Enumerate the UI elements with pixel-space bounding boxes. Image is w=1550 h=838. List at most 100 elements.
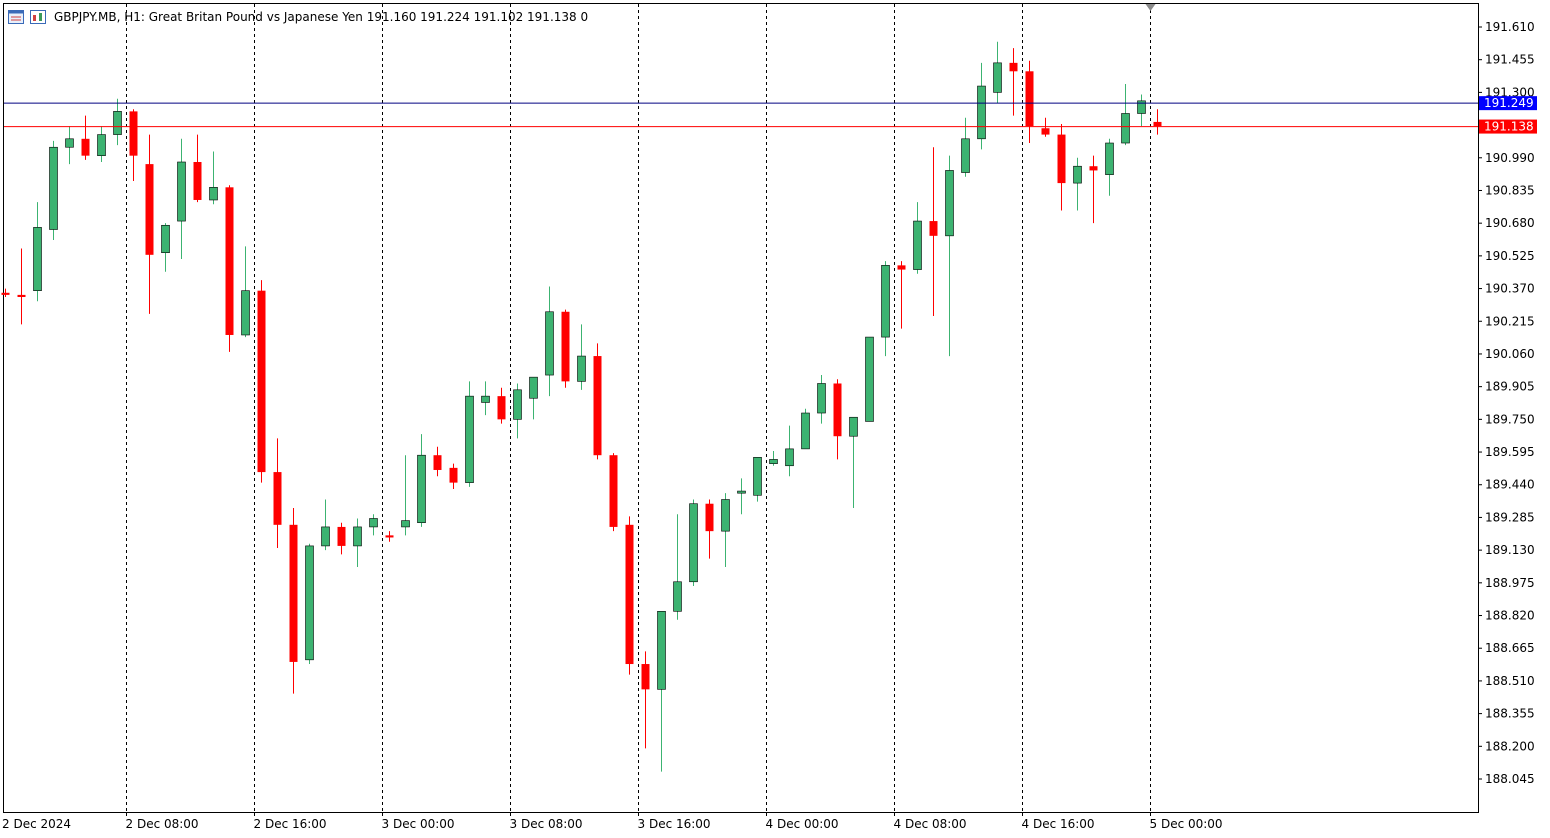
price-axis-label: 190.060: [1485, 347, 1535, 361]
time-axis-label: 2 Dec 16:00: [254, 817, 327, 831]
price-axis-label: 188.665: [1485, 641, 1535, 655]
candle-body: [1041, 128, 1050, 135]
symbol-title: GBPJPY.MB, H1: Great Britan Pound vs Jap…: [54, 10, 589, 24]
candle-body: [913, 220, 922, 270]
indicator-window-icon[interactable]: [30, 10, 46, 24]
chart-window-icon[interactable]: [8, 10, 24, 24]
time-axis-label: 3 Dec 00:00: [382, 817, 455, 831]
candle-body: [961, 138, 970, 173]
candle-body: [433, 455, 442, 470]
candle-body: [737, 490, 746, 494]
price-axis-label: 189.285: [1485, 510, 1535, 524]
price-axis-label: 188.975: [1485, 576, 1535, 590]
price-axis-label: 190.990: [1485, 151, 1535, 165]
price-axis-label: 188.820: [1485, 609, 1535, 623]
time-axis-label: 5 Dec 00:00: [1150, 817, 1223, 831]
candle-body: [497, 396, 506, 420]
candle-body: [97, 134, 106, 156]
candle-body: [625, 524, 634, 665]
candle-body: [369, 518, 378, 528]
time-axis-label: 3 Dec 08:00: [510, 817, 583, 831]
candle-body: [721, 499, 730, 532]
candle-body: [881, 265, 890, 338]
time-axis-label: 2 Dec 2024: [2, 817, 71, 831]
candle-body: [865, 336, 874, 422]
candle-body: [337, 526, 346, 546]
candle-body: [1, 292, 10, 295]
candle-body: [1137, 100, 1146, 114]
candle-body: [849, 416, 858, 437]
candle-body: [1073, 165, 1082, 184]
candle-body: [305, 545, 314, 661]
candle-body: [113, 111, 122, 135]
candle-body: [1121, 113, 1130, 144]
candle-body: [241, 290, 250, 336]
candle-body: [897, 265, 906, 270]
price-axis-label: 190.835: [1485, 183, 1535, 197]
candle-body: [273, 472, 282, 525]
candle-body: [449, 467, 458, 483]
ask-price-label: 191.249: [1484, 96, 1534, 110]
candle-body: [529, 376, 538, 399]
price-axis-label: 188.510: [1485, 674, 1535, 688]
candle-body: [257, 290, 266, 473]
candle-body: [65, 138, 74, 148]
price-axis-label: 189.905: [1485, 380, 1535, 394]
price-axis-label: 191.455: [1485, 53, 1535, 67]
time-axis-label: 4 Dec 08:00: [894, 817, 967, 831]
candle-body: [817, 383, 826, 414]
candle-body: [689, 503, 698, 583]
candle-body: [785, 448, 794, 467]
price-axis-label: 189.750: [1485, 412, 1535, 426]
candle-body: [193, 162, 202, 200]
candle-body: [33, 227, 42, 291]
price-axis-label: 189.130: [1485, 543, 1535, 557]
candle-body: [609, 455, 618, 527]
ask-price-tag: [1479, 96, 1537, 111]
candle-body: [561, 311, 570, 382]
time-axis-label: 3 Dec 16:00: [638, 817, 711, 831]
price-axis-label: 190.680: [1485, 216, 1535, 230]
candle-body: [929, 221, 938, 236]
price-axis-label: 191.300: [1485, 85, 1535, 99]
plot-area: [3, 3, 1479, 813]
price-axis-label: 190.525: [1485, 249, 1535, 263]
chart-shift-marker: [1145, 4, 1156, 11]
candle-body: [657, 611, 666, 690]
candle-body: [577, 355, 586, 382]
candle-body: [593, 356, 602, 456]
candle-body: [545, 311, 554, 376]
candle-body: [321, 526, 330, 547]
price-axis-label: 188.200: [1485, 739, 1535, 753]
candle-body: [401, 520, 410, 528]
candle-body: [81, 138, 90, 156]
candle-body: [753, 457, 762, 496]
bid-price-tag: [1479, 119, 1537, 134]
candle-body: [1089, 166, 1098, 171]
candle-body: [465, 395, 474, 483]
bid-price-label: 191.138: [1484, 120, 1534, 134]
candle-body: [385, 535, 394, 538]
price-axis-label: 189.440: [1485, 478, 1535, 492]
candle-body: [513, 389, 522, 420]
candle-body: [161, 224, 170, 254]
candle-body: [129, 111, 138, 156]
candle-body: [993, 62, 1002, 93]
price-axis-label: 188.045: [1485, 772, 1535, 786]
candle-body: [289, 524, 298, 662]
price-axis-label: 190.215: [1485, 314, 1535, 328]
chart-info-bar: GBPJPY.MB, H1: Great Britan Pound vs Jap…: [8, 8, 588, 26]
candle-body: [145, 164, 154, 255]
candle-body: [17, 294, 26, 298]
candle-body: [641, 664, 650, 690]
price-axis-label: 188.355: [1485, 707, 1535, 721]
candle-body: [177, 161, 186, 222]
candle-body: [1105, 142, 1114, 175]
candle-body: [769, 459, 778, 464]
price-axis-label: 190.370: [1485, 282, 1535, 296]
candle-body: [49, 146, 58, 230]
candle-body: [209, 187, 218, 201]
candle-body: [977, 85, 986, 140]
